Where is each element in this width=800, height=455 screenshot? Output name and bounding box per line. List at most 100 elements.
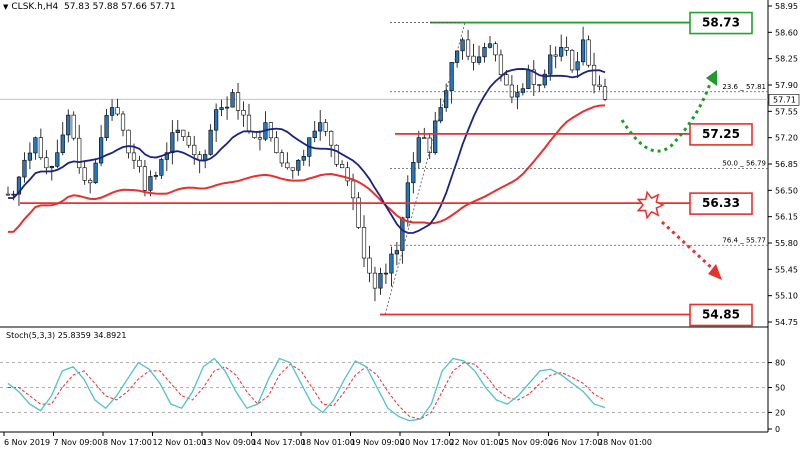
- candle-body: [504, 74, 509, 86]
- time-axis-label: 7 Nov 09:00: [54, 438, 103, 447]
- candle-body: [230, 92, 235, 108]
- stoch-axis-label: 0: [775, 425, 780, 434]
- candle-body: [318, 122, 323, 132]
- candle-body: [356, 197, 361, 228]
- candle-body: [537, 84, 542, 86]
- candle-body: [120, 113, 126, 131]
- candle-body: [115, 107, 120, 115]
- symbol-label: CLSK.h,H4: [11, 2, 59, 12]
- candle-body: [38, 137, 43, 158]
- price-tick-label: 54.75: [775, 318, 798, 327]
- candle-body: [471, 55, 476, 63]
- candle-body: [334, 144, 339, 165]
- candle-body: [257, 137, 263, 140]
- candle-body: [383, 272, 389, 275]
- level-label: 56.33: [702, 196, 740, 210]
- candle-body: [192, 144, 197, 156]
- price-tick-label: 57.90: [775, 81, 798, 90]
- candle-body: [153, 174, 158, 177]
- price-tick-label: 58.25: [775, 55, 798, 64]
- candle-body: [520, 88, 525, 93]
- candle-body: [11, 193, 16, 196]
- level-label-box: [689, 192, 753, 215]
- candle-body: [16, 176, 22, 195]
- stochastic-header: Stoch(5,3,3) 25.8359 34.8921: [6, 331, 126, 340]
- level-label: 58.73: [702, 16, 740, 30]
- price-tick-label: 57.20: [775, 134, 798, 143]
- price-tick-label: 57.55: [775, 107, 798, 116]
- stoch-signal-line: [8, 362, 606, 420]
- price-tick-label: 55.10: [775, 292, 798, 301]
- candle-body: [274, 137, 279, 154]
- bullish-arrow-head-icon: [706, 70, 717, 86]
- price-tick-label: 58.95: [775, 2, 798, 11]
- candle-body: [553, 54, 558, 57]
- candle-body: [109, 107, 115, 116]
- time-axis-label: 19 Nov 09:00: [351, 438, 405, 447]
- price-tick-label: 56.15: [775, 213, 798, 222]
- chart-menu-triangle-icon[interactable]: ▼: [3, 3, 9, 11]
- candle-body: [389, 253, 394, 274]
- candle-body: [329, 130, 334, 146]
- stoch-main-line: [7, 357, 606, 422]
- price-tick-label: 58.60: [775, 28, 798, 37]
- candle-body: [93, 162, 98, 184]
- ohlc-values: 57.83 57.88 57.66 57.71: [63, 2, 176, 12]
- candle-body: [137, 159, 142, 168]
- main-price-panel[interactable]: [0, 26, 768, 302]
- price-tick-label: 56.85: [775, 160, 798, 169]
- stochastic-panel[interactable]: [0, 357, 768, 422]
- candle-body: [438, 107, 443, 122]
- candle-body: [285, 162, 290, 169]
- stochastic-label: Stoch(5,3,3) 25.8359 34.8921: [6, 331, 127, 340]
- candle-body: [142, 166, 148, 191]
- time-axis-label: 25 Nov 09:00: [499, 438, 553, 447]
- symbol-header: ▼ CLSK.h,H4 57.83 57.88 57.66 57.71: [3, 2, 176, 12]
- candle-body: [482, 47, 487, 58]
- candle-body: [449, 62, 454, 91]
- level-label-box: [689, 303, 753, 327]
- candle-body: [455, 50, 460, 63]
- candle-body: [170, 132, 175, 154]
- candle-body: [186, 136, 191, 146]
- candle-body: [214, 109, 219, 131]
- candle-body: [208, 129, 213, 155]
- candle-body: [164, 152, 169, 160]
- candle-body: [82, 167, 87, 181]
- level-label-box: [689, 11, 753, 35]
- stoch-axis-label: 50: [775, 384, 785, 393]
- candle-body: [542, 73, 547, 86]
- candle-body: [148, 176, 153, 191]
- candle-body: [515, 92, 520, 98]
- level-label: 54.85: [702, 307, 740, 321]
- candle-body: [22, 159, 27, 178]
- candle-body: [570, 49, 575, 71]
- candle-body: [71, 114, 76, 139]
- fast-moving-average-line: [7, 68, 606, 234]
- candle-body: [175, 129, 180, 133]
- candle-body: [77, 137, 82, 169]
- candle-body: [460, 39, 465, 52]
- candle-body: [340, 164, 345, 169]
- time-axis-label: 12 Nov 01:00: [153, 438, 207, 447]
- candle-body: [444, 90, 449, 108]
- time-axis-label: 20 Nov 17:00: [400, 438, 454, 447]
- candle-body: [235, 92, 241, 111]
- candle-body: [405, 182, 410, 219]
- candle-body: [416, 137, 421, 163]
- bearish-scenario-arrow: [660, 220, 716, 272]
- candle-body: [323, 122, 328, 132]
- candle-body: [159, 159, 164, 176]
- time-axis-label: 26 Nov 17:00: [549, 438, 603, 447]
- candle-body: [427, 137, 432, 154]
- price-tick-label: 55.45: [775, 265, 798, 274]
- candle-body: [33, 137, 38, 154]
- price-tick-label: 55.80: [775, 239, 798, 248]
- bullish-scenario-arrow: [620, 77, 714, 153]
- candle-body: [290, 167, 295, 171]
- candle-body: [580, 39, 586, 63]
- candle-body: [126, 129, 131, 154]
- candle-body: [104, 115, 109, 138]
